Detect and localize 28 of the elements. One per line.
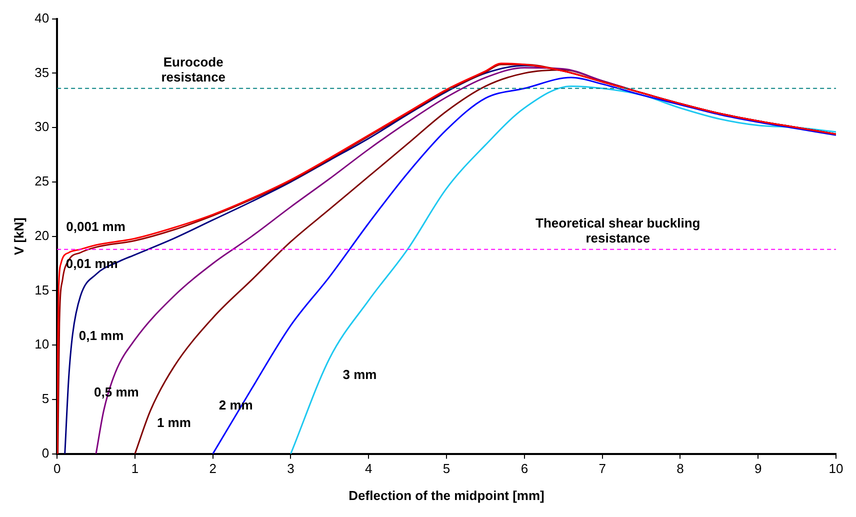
x-tick-label: 9 [754, 461, 762, 476]
ref-line-label: Theoretical shear buckling resistance [536, 215, 700, 246]
y-tick-label: 5 [42, 391, 50, 406]
ref-line-label: Eurocode resistance [161, 54, 226, 84]
x-axis-title: Deflection of the midpoint [mm] [348, 488, 544, 503]
y-tick-label: 20 [34, 228, 50, 243]
y-tick-label: 35 [34, 64, 50, 80]
x-tick-label: 10 [828, 461, 844, 476]
y-tick-label: 25 [34, 174, 50, 189]
y-tick-label: 30 [34, 119, 50, 134]
x-tick-label: 4 [365, 461, 372, 476]
x-tick-label: 0 [53, 461, 61, 476]
x-tick-label: 1 [131, 461, 139, 476]
series-label: 0,1 mm [78, 328, 124, 343]
x-tick-label: 5 [442, 461, 450, 476]
series-label: 3 mm [342, 367, 377, 382]
y-axis-title: V [kN] [11, 218, 26, 256]
x-tick-label: 7 [598, 461, 606, 476]
x-tick-label: 8 [676, 461, 684, 476]
series-label: 1 mm [156, 414, 191, 430]
y-tick-label: 15 [34, 282, 50, 298]
x-tick-label: 3 [287, 461, 294, 476]
x-tick-label: 2 [209, 461, 216, 476]
y-tick-label: 10 [34, 336, 50, 352]
series-label: 0,001 mm [66, 219, 126, 234]
y-tick-label: 40 [34, 10, 50, 26]
x-tick-label: 6 [520, 461, 528, 476]
y-tick-label: 0 [42, 445, 50, 460]
